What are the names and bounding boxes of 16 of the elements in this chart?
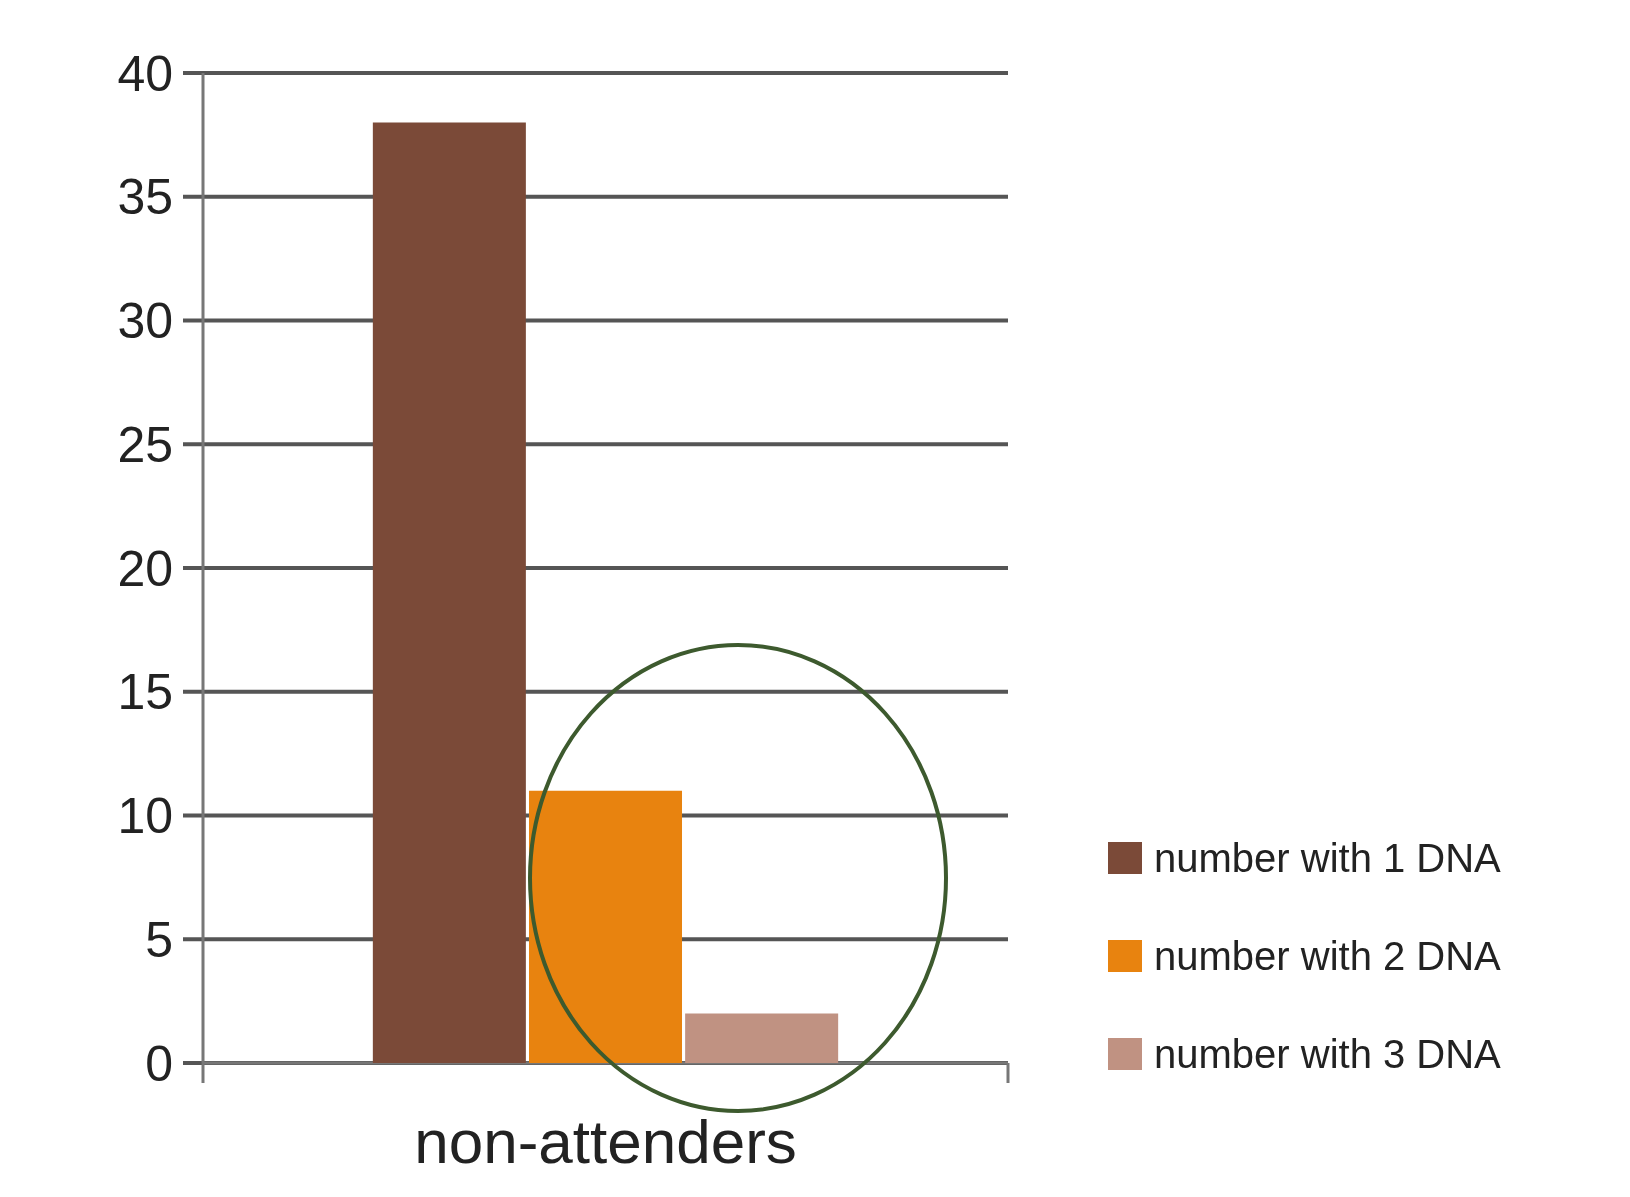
y-tick-label: 35 [117, 169, 173, 226]
y-tick-label: 20 [117, 540, 173, 597]
legend-label: number with 2 DNA [1154, 934, 1502, 978]
y-tick-label: 5 [145, 911, 173, 968]
y-tick-label: 15 [117, 664, 173, 721]
y-tick-label: 30 [117, 293, 173, 349]
legend-label: number with 1 DNA [1154, 836, 1502, 880]
legend-label: number with 3 DNA [1154, 1032, 1502, 1076]
bar [372, 122, 526, 1063]
y-tick-label: 10 [117, 788, 173, 844]
bar [685, 1013, 839, 1063]
bar [528, 790, 683, 1063]
y-tick-label: 0 [145, 1035, 173, 1092]
y-tick-label: 25 [117, 416, 173, 473]
x-tick-label: non-attenders [414, 1107, 797, 1176]
y-tick-label: 40 [117, 45, 173, 102]
